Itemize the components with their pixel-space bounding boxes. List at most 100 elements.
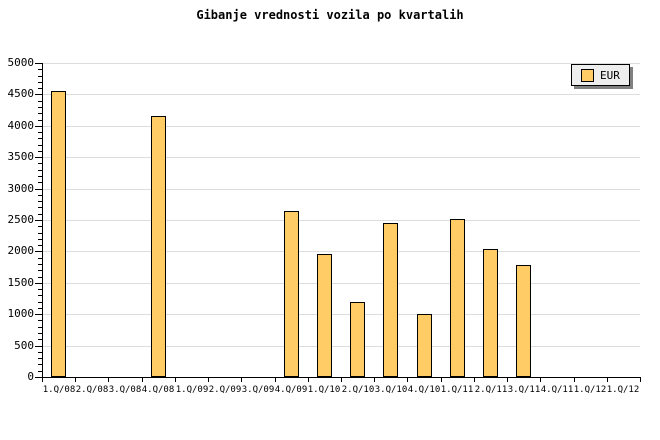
x-axis-label: 1.Q/09 (175, 385, 209, 395)
y-axis-tick (35, 377, 42, 378)
bar (383, 223, 398, 377)
y-axis-label: 1500 (7, 276, 35, 289)
y-axis-tick (38, 170, 42, 171)
gridline (42, 189, 640, 190)
x-axis-tick (208, 377, 209, 382)
y-axis-tick (38, 302, 42, 303)
y-axis-tick (38, 264, 42, 265)
y-axis-tick (38, 113, 42, 114)
x-axis-tick (607, 377, 608, 382)
x-axis-label: 1.Q/08 (42, 385, 76, 395)
y-axis-tick (35, 346, 42, 347)
y-axis-tick (38, 233, 42, 234)
y-axis-tick (38, 145, 42, 146)
y-axis-tick (38, 214, 42, 215)
y-axis-label: 3500 (7, 150, 35, 163)
x-axis-tick (374, 377, 375, 382)
y-axis-tick (38, 327, 42, 328)
y-axis-tick (38, 201, 42, 202)
y-axis-tick (38, 163, 42, 164)
x-axis-label: 2.Q/10 (341, 385, 375, 395)
y-axis-tick (38, 245, 42, 246)
gridline (42, 157, 640, 158)
x-axis-label: 1.Q/12 (573, 385, 607, 395)
y-axis-tick (38, 132, 42, 133)
bar (417, 314, 432, 377)
bar (317, 254, 332, 377)
x-axis-tick (175, 377, 176, 382)
bar (284, 211, 299, 377)
y-axis-tick (38, 82, 42, 83)
x-axis-tick (640, 377, 641, 382)
y-axis-tick (38, 339, 42, 340)
gridline (42, 126, 640, 127)
y-axis-tick (38, 120, 42, 121)
y-axis-tick (35, 63, 42, 64)
y-axis-tick (35, 157, 42, 158)
bar (516, 265, 531, 377)
y-axis-tick (38, 239, 42, 240)
y-axis-tick (38, 320, 42, 321)
bar (483, 249, 498, 377)
y-axis-tick (38, 277, 42, 278)
gridline (42, 314, 640, 315)
y-axis-tick (38, 107, 42, 108)
x-axis-label: 2.Q/09 (208, 385, 242, 395)
x-axis-label: 3.Q/11 (507, 385, 541, 395)
y-axis-tick (35, 94, 42, 95)
x-axis-label: 3.Q/10 (374, 385, 408, 395)
y-axis-label: 500 (14, 339, 34, 352)
gridline (42, 94, 640, 95)
y-axis-label: 3000 (7, 182, 35, 195)
x-axis-label: 4.Q/10 (407, 385, 441, 395)
x-axis-tick (341, 377, 342, 382)
y-axis-tick (38, 270, 42, 271)
y-axis-label: 2500 (7, 213, 35, 226)
y-axis-tick (38, 195, 42, 196)
x-axis-tick (142, 377, 143, 382)
x-axis-label: 1.Q/10 (307, 385, 341, 395)
y-axis-tick (35, 314, 42, 315)
x-axis-label: 4.Q/09 (274, 385, 308, 395)
gridline (42, 220, 640, 221)
y-axis-tick (38, 308, 42, 309)
legend-swatch-icon (581, 68, 594, 82)
legend-label: EUR (600, 68, 620, 82)
x-axis-label: 4.Q/11 (540, 385, 574, 395)
y-axis-label: 0 (27, 370, 34, 383)
y-axis-tick (35, 126, 42, 127)
x-axis-tick (75, 377, 76, 382)
x-axis-label: 2.Q/08 (75, 385, 109, 395)
bar (450, 219, 465, 377)
x-axis-label: 3.Q/09 (241, 385, 275, 395)
y-axis-tick (35, 283, 42, 284)
x-axis-label: 3.Q/08 (108, 385, 142, 395)
x-axis-label: 4.Q/08 (141, 385, 175, 395)
y-axis-tick (38, 176, 42, 177)
y-axis-tick (35, 189, 42, 190)
y-axis-tick (38, 364, 42, 365)
x-axis-tick (42, 377, 43, 382)
y-axis-tick (38, 295, 42, 296)
chart-title: Gibanje vrednosti vozila po kvartalih (196, 8, 464, 22)
y-axis-tick (38, 333, 42, 334)
x-axis-tick (474, 377, 475, 382)
gridline (42, 63, 640, 64)
y-axis-tick (38, 358, 42, 359)
gridline (42, 346, 640, 347)
y-axis-tick (38, 352, 42, 353)
x-axis-tick (441, 377, 442, 382)
x-axis-tick (241, 377, 242, 382)
y-axis-tick (38, 207, 42, 208)
bar (350, 302, 365, 377)
y-axis-tick (38, 69, 42, 70)
y-axis-tick (38, 76, 42, 77)
y-axis-tick (38, 182, 42, 183)
y-axis-label: 2000 (7, 244, 35, 257)
gridline (42, 283, 640, 284)
y-axis-tick (38, 138, 42, 139)
y-axis-tick (38, 371, 42, 372)
y-axis-tick (38, 289, 42, 290)
